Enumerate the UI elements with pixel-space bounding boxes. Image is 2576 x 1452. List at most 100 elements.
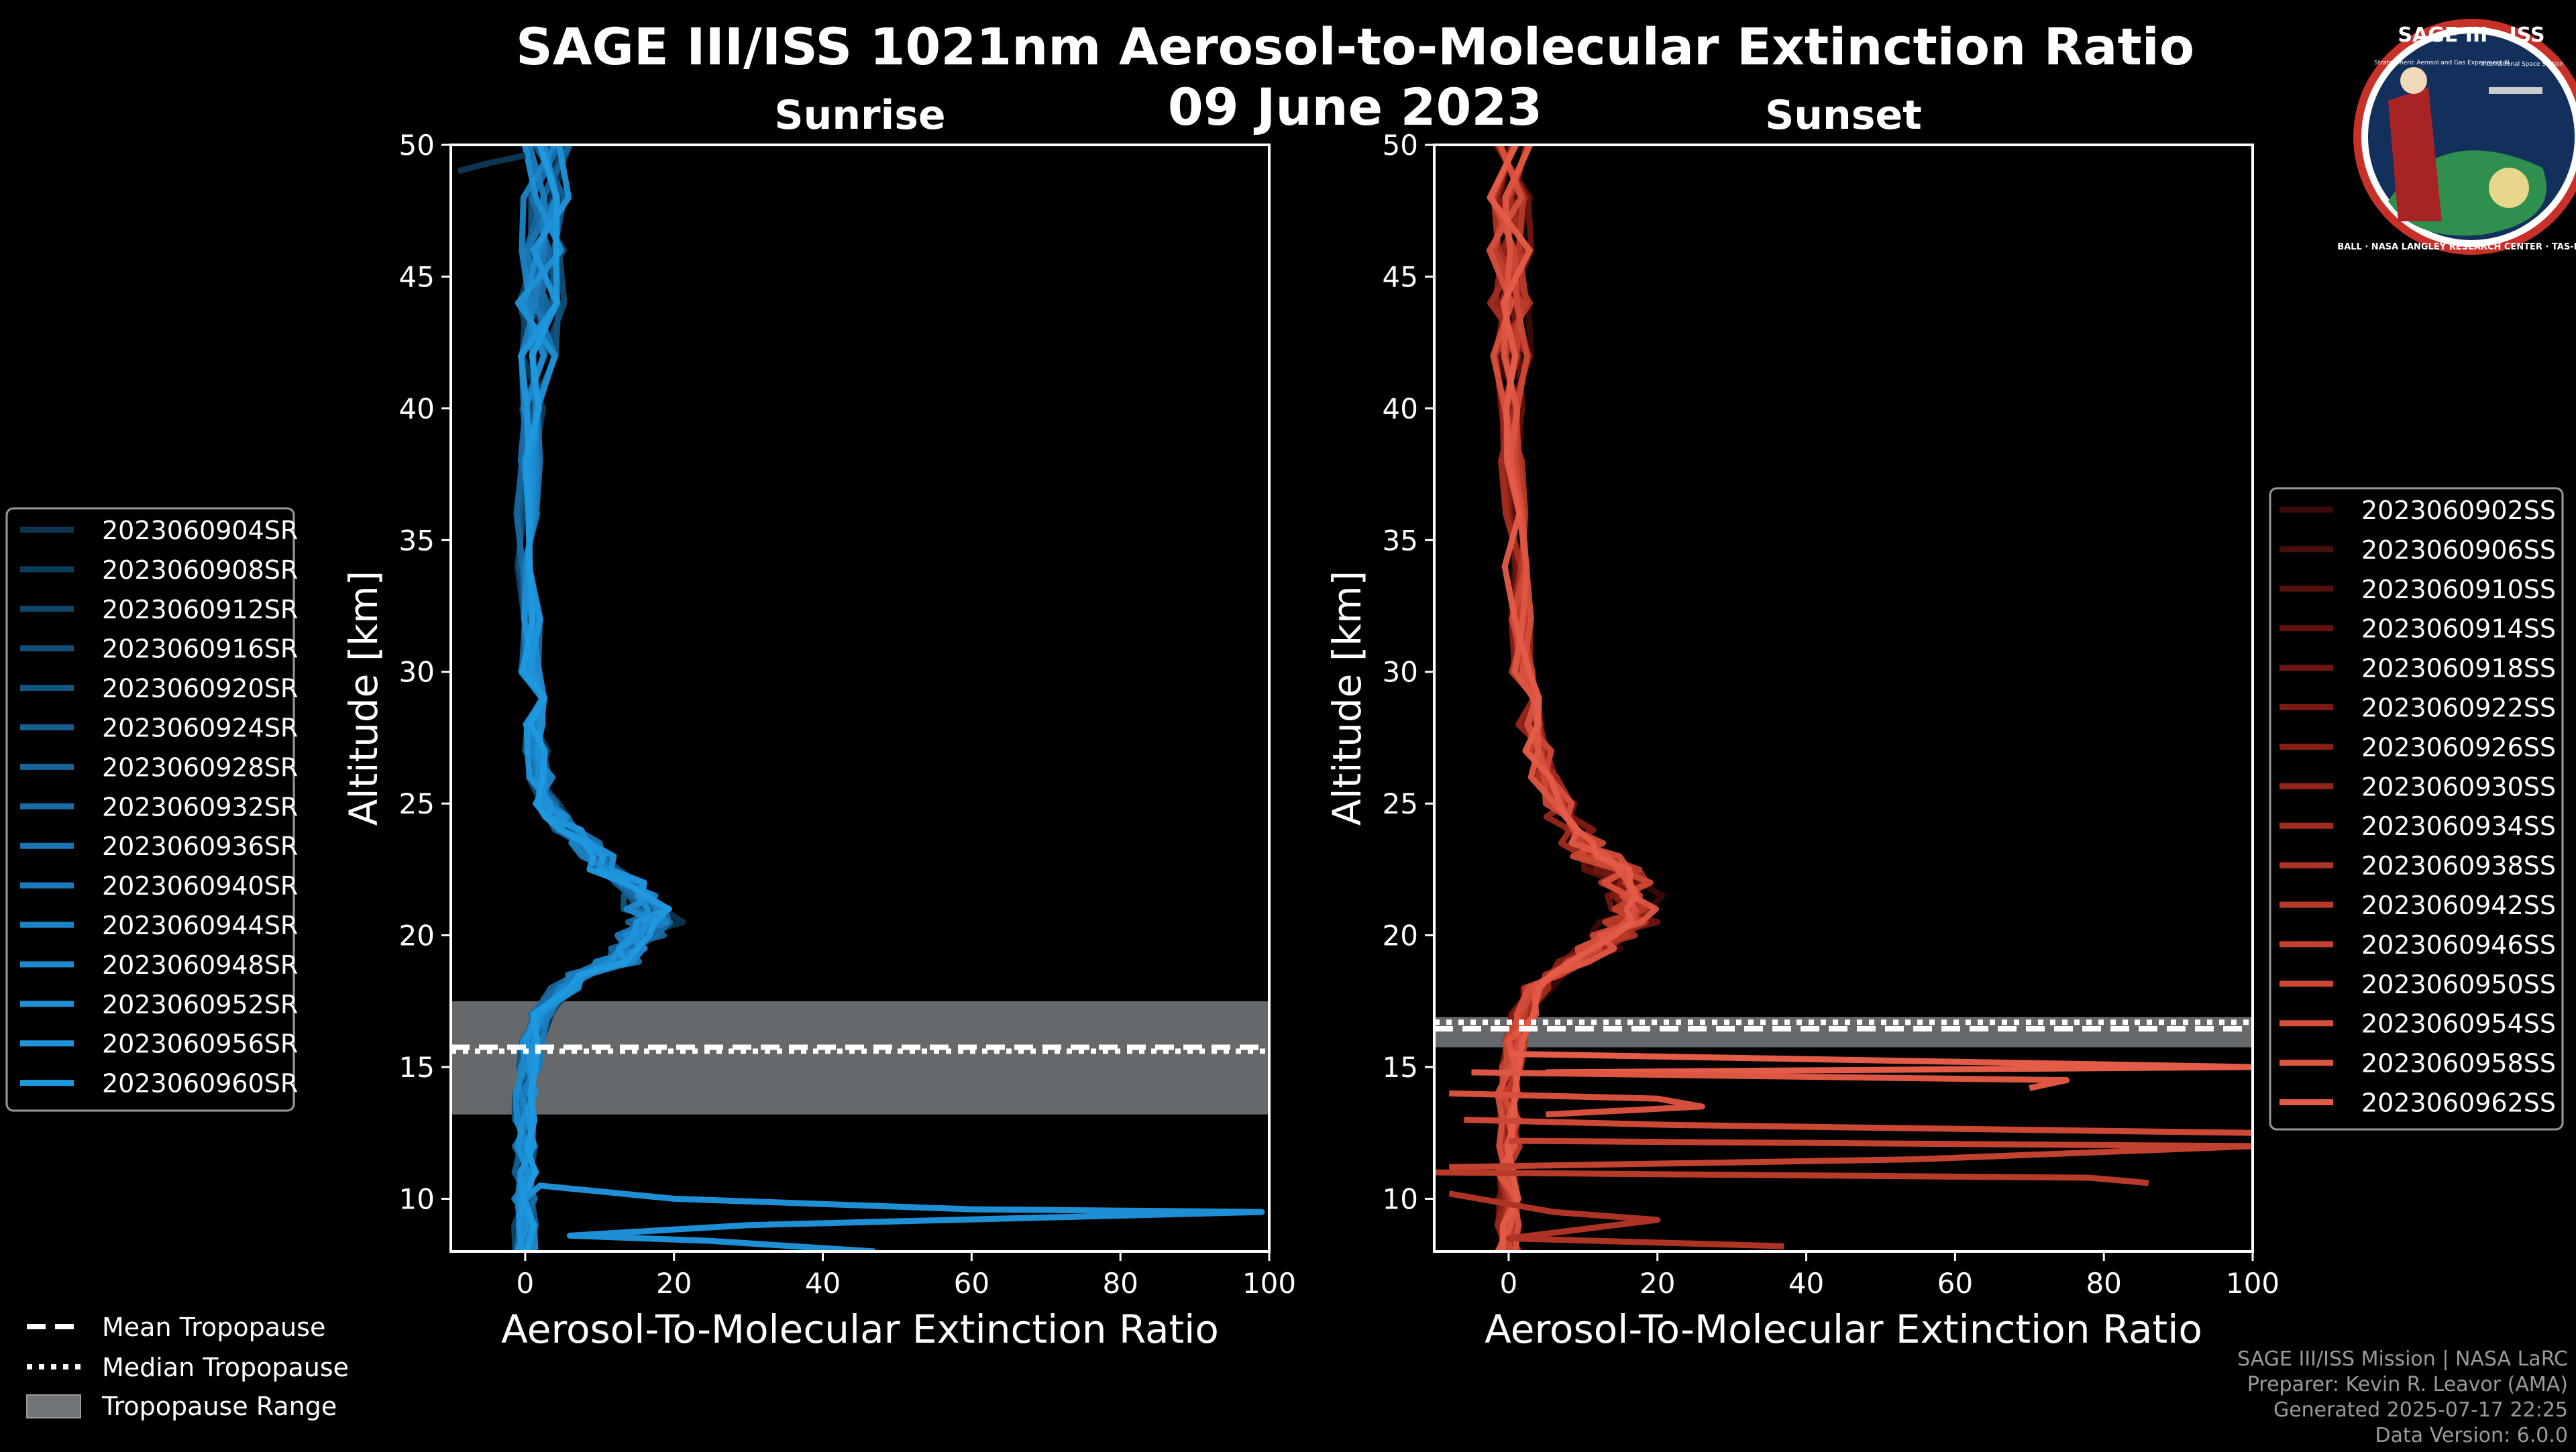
sunset-y-tick-label: 20 <box>1383 919 1418 952</box>
sunset-legend-label: 2023060930SS <box>2361 772 2556 801</box>
sunrise-legend-label: 2023060932SR <box>102 792 298 822</box>
sunset-x-tick-label: 0 <box>1500 1267 1518 1300</box>
profile-2023060960SR <box>519 145 672 1251</box>
sunrise-y-tick-label: 50 <box>399 129 435 162</box>
sunrise-panel-title: Sunrise <box>774 92 945 139</box>
sunset-legend-label: 2023060934SS <box>2361 812 2556 841</box>
sunrise-legend-label: 2023060912SR <box>102 595 298 624</box>
sunset-legend-label: 2023060942SS <box>2361 891 2556 920</box>
sunrise-axes-frame <box>449 144 1271 1253</box>
sunset-x-tick-label: 40 <box>1788 1267 1824 1300</box>
sunset-axes-frame <box>1433 144 2254 1253</box>
sunset-legend-label: 2023060918SS <box>2361 654 2556 683</box>
logo-face-icon <box>2400 67 2427 94</box>
sunrise-legend-label: 2023060920SR <box>102 674 298 704</box>
sunset-legend-label: 2023060962SS <box>2361 1088 2556 1118</box>
sunset-y-axis-label: Altitude [km] <box>1324 571 1370 826</box>
sunrise-legend-label: 2023060928SR <box>102 752 298 782</box>
excursion-2023060954SS-2 <box>1449 1090 1705 1118</box>
excursion-2023060904SR-1 <box>457 152 526 174</box>
sunrise-y-axis-label: Altitude [km] <box>341 571 386 826</box>
profile-2023060962SS <box>1487 145 1640 1251</box>
logo-side-text: International Space Station <box>2481 61 2564 68</box>
sunset-y-tick-label: 35 <box>1383 524 1418 557</box>
sunset-legend-frame <box>2269 487 2564 1131</box>
sunrise-legend-label: 2023060904SR <box>102 516 298 545</box>
median-tropopause-label: Median Tropopause <box>102 1353 349 1382</box>
sunset-x-tick-label: 100 <box>2226 1267 2279 1300</box>
sunset-legend-label: 2023060946SS <box>2361 930 2556 960</box>
sunrise-legend-label: 2023060960SR <box>102 1069 298 1099</box>
excursion-2023060958SS-1 <box>1471 1069 2070 1091</box>
sunset-legend-label: 2023060902SS <box>2361 496 2556 525</box>
sunrise-legend-label: 2023060944SR <box>102 911 298 940</box>
sunrise-x-tick-label: 40 <box>805 1267 841 1300</box>
sunrise-y-tick-label: 20 <box>399 919 435 952</box>
sunset-legend-label: 2023060958SS <box>2361 1049 2556 1078</box>
excursion-2023060962SS-0 <box>1508 1050 2253 1076</box>
sunrise-y-tick-label: 35 <box>399 524 435 557</box>
sage-logo: SAGE III · ISS Stratospheric Aerosol and… <box>2337 19 2576 255</box>
excursion-2023060946SS-4 <box>1449 1137 2253 1170</box>
sunrise-legend: 2023060904SR 2023060908SR 2023060912SR 2023… <box>5 507 298 1112</box>
sunset-y-tick-label: 50 <box>1383 129 1418 162</box>
sunrise-legend-label: 2023060940SR <box>102 871 298 901</box>
tropopause-range-label: Tropopause Range <box>101 1392 337 1421</box>
sunrise-x-tick-label: 60 <box>954 1267 989 1300</box>
sunrise-y-tick-label: 10 <box>399 1182 435 1215</box>
sunrise-x-tick-label: 100 <box>1242 1267 1296 1300</box>
mean-tropopause-label: Mean Tropopause <box>102 1313 325 1342</box>
sunset-y-tick-label: 30 <box>1383 656 1418 689</box>
sunset-legend-label: 2023060938SS <box>2361 851 2556 881</box>
sunrise-x-tick-label: 0 <box>517 1267 535 1300</box>
panels: 0 20 40 60 80 100101520253035404550SunriseAer… <box>341 92 2279 1352</box>
sunset-x-axis-label: Aerosol-To-Molecular Extinction Ratio <box>1485 1306 2202 1352</box>
logo-figure-icon <box>2388 87 2442 221</box>
sunrise-legend-label: 2023060952SR <box>102 990 298 1019</box>
sunrise-legend-label: 2023060908SR <box>102 555 298 585</box>
sunrise-panel: 0 20 40 60 80 100 10 15 20 25 30 35 40 45 50 Sunrise Aer… <box>341 92 1296 1352</box>
tropopause-legend: Mean Tropopause Median Tropopause Tropop… <box>26 1313 349 1421</box>
sunset-legend-label: 2023060906SS <box>2361 535 2556 565</box>
sunset-legend-label: 2023060950SS <box>2361 970 2556 999</box>
footer-version: Data Version: 6.0.0 <box>2375 1424 2568 1447</box>
sunrise-y-tick-label: 30 <box>399 656 435 689</box>
sunset-y-tick-label: 25 <box>1383 787 1418 820</box>
sunset-x-tick-label: 20 <box>1640 1267 1675 1300</box>
sunrise-x-tick-label: 20 <box>656 1267 692 1300</box>
sunset-legend-label: 2023060926SS <box>2361 732 2556 762</box>
sunrise-y-tick-label: 15 <box>399 1051 435 1084</box>
sunset-x-tick-label: 60 <box>1937 1267 1973 1300</box>
sunset-legend: 2023060902SS 2023060906SS 2023060910SS 2023… <box>2269 487 2564 1131</box>
sunrise-legend-label: 2023060916SR <box>102 634 298 664</box>
sunset-legend-label: 2023060910SS <box>2361 575 2556 604</box>
logo-top-text: SAGE III · ISS <box>2398 23 2544 47</box>
sunset-y-tick-label: 40 <box>1383 392 1418 425</box>
figure-date: 09 June 2023 <box>1168 77 1542 137</box>
sunrise-legend-label: 2023060924SR <box>102 714 298 743</box>
sunrise-plot-area <box>451 145 1269 1251</box>
sunset-x-tick-label: 80 <box>2086 1267 2121 1300</box>
sunset-panel-title: Sunset <box>1765 92 1922 139</box>
sunset-legend-label: 2023060954SS <box>2361 1009 2556 1039</box>
tropopause-range-swatch <box>26 1394 81 1418</box>
sunrise-legend-label: 2023060936SR <box>102 832 298 861</box>
excursion-2023060942SS-5 <box>1434 1169 2149 1186</box>
logo-sun-icon <box>2489 168 2529 208</box>
footer: SAGE III/ISS Mission | NASA LaRC Prepare… <box>2237 1347 2568 1447</box>
figure-title: SAGE III/ISS 1021nm Aerosol-to-Molecular… <box>516 17 2194 76</box>
sunrise-tropopause-range <box>451 1001 1269 1115</box>
sunrise-x-axis-label: Aerosol-To-Molecular Extinction Ratio <box>501 1306 1219 1352</box>
sunset-y-tick-label: 10 <box>1383 1182 1418 1215</box>
sunrise-y-tick-label: 40 <box>399 392 435 425</box>
sunrise-legend-frame <box>5 507 295 1112</box>
sunrise-x-tick-label: 80 <box>1102 1267 1138 1300</box>
sunrise-y-tick-label: 45 <box>399 260 435 293</box>
sunset-plot-area <box>1434 145 2253 1251</box>
logo-subtitle: Stratospheric Aerosol and Gas Experiment… <box>2374 60 2510 66</box>
footer-preparer: Preparer: Kevin R. Leavor (AMA) <box>2247 1373 2568 1396</box>
sunset-legend-label: 2023060914SS <box>2361 614 2556 644</box>
excursion-2023060938SS-6 <box>1448 1190 1784 1249</box>
sunrise-y-tick-label: 25 <box>399 787 435 820</box>
